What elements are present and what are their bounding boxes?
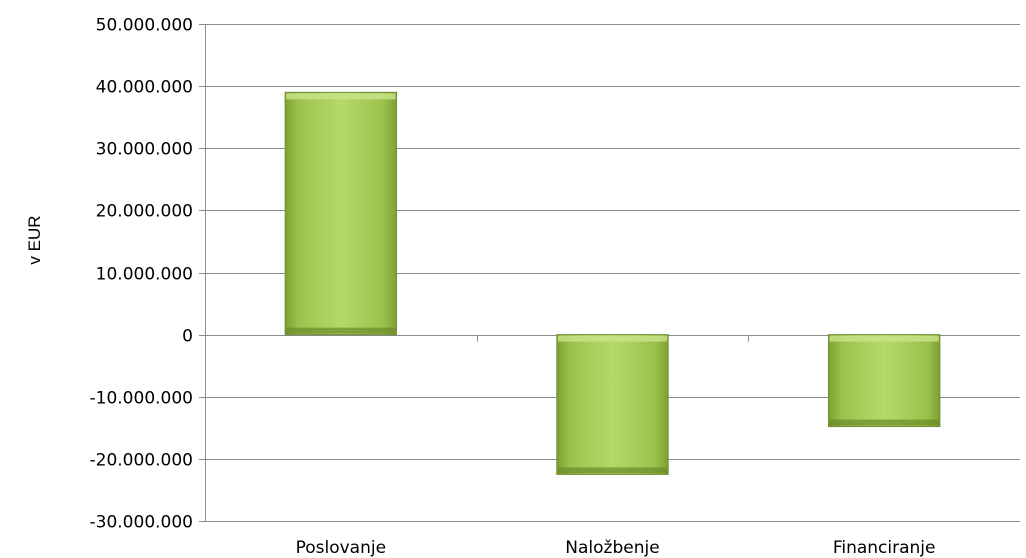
y-tick-label: 40.000.000 — [96, 78, 193, 98]
y-tick-label: 10.000.000 — [96, 265, 193, 285]
x-category-label: Poslovanje — [296, 538, 386, 558]
y-tick-label: 20.000.000 — [96, 202, 193, 222]
x-category-label: Financiranje — [833, 538, 936, 558]
bar — [284, 91, 398, 336]
y-tick-label: 50.000.000 — [96, 16, 193, 36]
y-tick-label: 0 — [182, 327, 193, 347]
bar — [556, 334, 669, 475]
y-tick-label: -20.000.000 — [90, 451, 193, 471]
x-category-label: Naložbenje — [565, 538, 659, 558]
y-tick-label: 30.000.000 — [96, 140, 193, 160]
labels: 50.000.000 40.000.000 30.000.000 20.000.000… — [90, 16, 936, 558]
bars — [284, 91, 941, 475]
y-tick-label: -30.000.000 — [90, 513, 193, 533]
axes — [205, 24, 749, 521]
y-tick-label: -10.000.000 — [90, 389, 193, 409]
bar — [827, 334, 941, 428]
y-axis-title: v EUR — [25, 215, 44, 264]
